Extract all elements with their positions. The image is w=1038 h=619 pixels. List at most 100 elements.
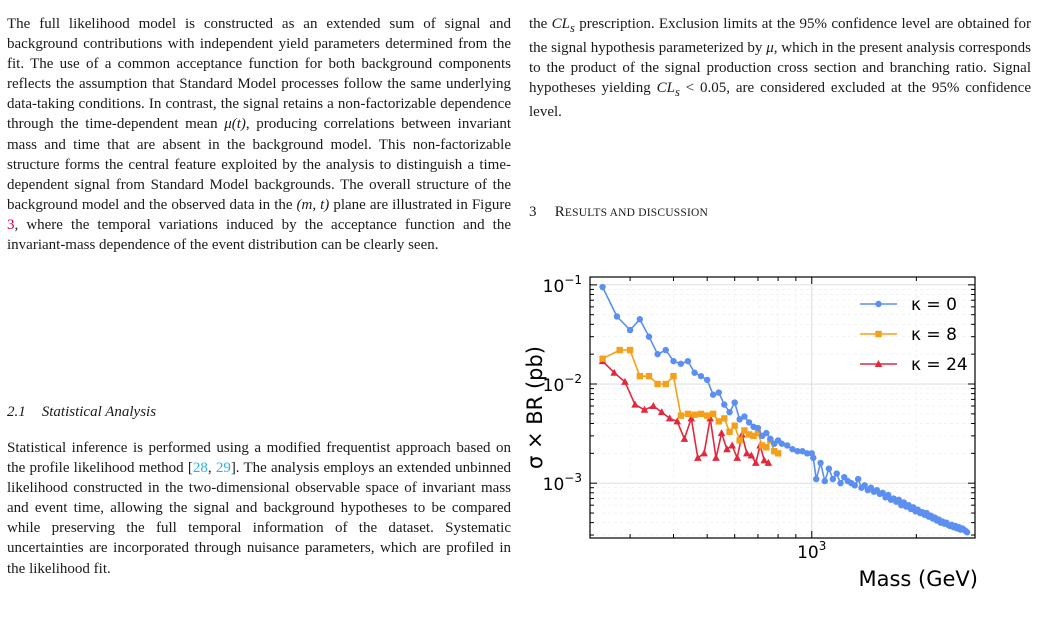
data-point	[694, 453, 702, 461]
text-span: , where the temporal variations induced …	[7, 216, 511, 254]
data-point	[895, 496, 902, 503]
data-point	[662, 346, 669, 354]
data-point	[767, 435, 774, 443]
data-point	[657, 408, 666, 416]
data-point	[677, 360, 685, 367]
data-point	[885, 491, 892, 499]
y-tick-label: 10−3	[543, 471, 582, 495]
legend-marker	[874, 360, 883, 367]
data-point	[817, 459, 824, 467]
citation-link[interactable]: 28	[192, 460, 208, 477]
data-point	[789, 446, 796, 453]
data-point	[784, 442, 791, 449]
cls-symbol: CL	[551, 16, 571, 32]
data-point	[721, 415, 728, 422]
data-point	[670, 372, 677, 380]
y-tick-label: 10−2	[543, 372, 582, 396]
data-point	[700, 449, 708, 457]
legend-label: κ = 8	[911, 325, 957, 345]
data-point	[677, 412, 685, 419]
data-point	[712, 453, 720, 461]
data-point	[691, 369, 698, 376]
data-point	[697, 410, 705, 418]
tick-base: 10	[543, 376, 565, 396]
math-mu-t: μ(t)	[224, 116, 246, 133]
data-point	[747, 451, 756, 459]
tick-exponent: 3	[819, 539, 827, 553]
data-point	[741, 413, 748, 420]
tick-base: 10	[543, 475, 565, 495]
data-point	[731, 399, 738, 406]
text-span: ]. The analysis employs an extended unbi…	[7, 460, 512, 577]
data-point	[837, 479, 844, 487]
data-point	[754, 424, 762, 432]
data-point	[649, 402, 658, 410]
data-series	[599, 283, 971, 536]
y-axis-label: σ × BR (pb)	[523, 346, 547, 469]
data-point	[760, 456, 769, 464]
data-point	[621, 377, 629, 385]
data-point	[758, 442, 766, 449]
data-point	[645, 333, 653, 340]
data-point	[803, 450, 811, 457]
legend-entry: κ = 24	[860, 355, 968, 375]
tick-exponent: −2	[564, 372, 582, 386]
data-point	[684, 410, 692, 418]
legend-marker	[875, 330, 882, 338]
tick-base: 10	[543, 277, 565, 297]
text-span: < 0.05, are considered excluded at the 9…	[529, 80, 1031, 121]
data-point	[684, 357, 692, 365]
subsection-heading: 2.1 Statistical Analysis	[7, 404, 156, 421]
data-point	[636, 372, 644, 380]
data-point	[717, 429, 726, 437]
data-point	[599, 355, 606, 362]
data-point	[636, 316, 644, 323]
figure-reference-link[interactable]: 3	[7, 216, 15, 233]
data-point	[778, 440, 786, 447]
section-heading: 3 RESULTS AND DISCUSSION	[529, 204, 708, 221]
data-point	[745, 431, 753, 438]
text-span: , producing correlations between invaria…	[7, 116, 511, 213]
data-point	[662, 380, 669, 388]
data-point	[703, 376, 711, 384]
data-point	[963, 529, 971, 536]
tick-base: 10	[797, 543, 819, 563]
data-point	[731, 422, 738, 429]
data-point	[654, 380, 661, 388]
cls-symbol: CL	[656, 80, 675, 97]
math-m-t: (m, t)	[296, 196, 330, 213]
data-point	[626, 326, 634, 334]
data-point	[774, 450, 782, 457]
y-tick-label: 10−1	[543, 273, 582, 297]
text-span: prescription. Exclusion limits at the 95…	[529, 16, 1032, 57]
data-point	[764, 458, 773, 466]
subsection-number: 2.1	[7, 404, 26, 420]
plot-frame	[589, 276, 976, 539]
body-paragraph-cls: the CLs prescription. Exclusion limits a…	[529, 14, 1031, 122]
data-point	[673, 417, 682, 425]
data-point	[861, 482, 868, 489]
citation-link[interactable]: 29	[215, 460, 231, 477]
math-cls: CLs	[551, 16, 575, 35]
legend-entry: κ = 8	[860, 325, 957, 345]
data-point	[829, 475, 837, 483]
text-span: , which in the present analysis correspo…	[529, 40, 1032, 97]
data-point	[854, 475, 862, 483]
legend-entry: κ = 0	[860, 295, 957, 315]
data-point	[665, 414, 674, 422]
data-point	[810, 454, 817, 462]
data-point	[813, 475, 820, 483]
data-point	[736, 416, 743, 423]
legend-label: κ = 24	[911, 355, 968, 375]
data-point	[736, 437, 743, 444]
x-axis-label: Mass (GeV)	[859, 567, 979, 591]
data-series	[598, 357, 773, 466]
data-point	[680, 434, 689, 442]
data-point	[670, 357, 677, 365]
data-point	[715, 389, 722, 396]
data-point	[750, 432, 757, 440]
data-point	[742, 449, 751, 457]
tick-exponent: −3	[564, 471, 582, 485]
